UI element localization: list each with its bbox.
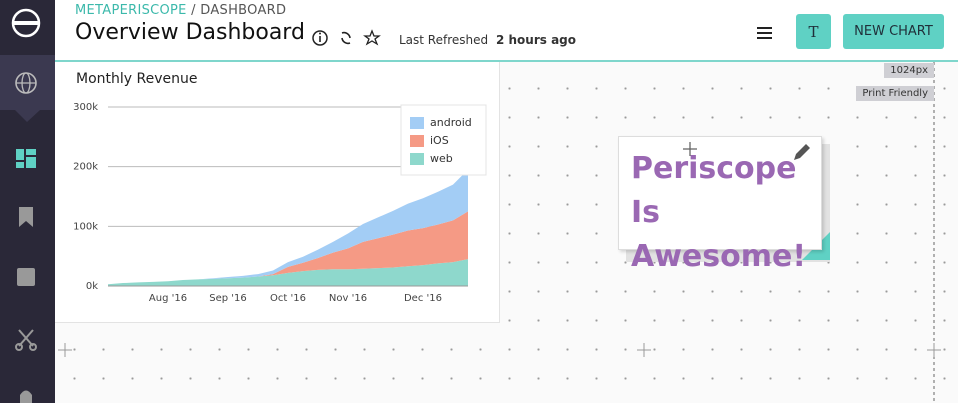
canvas-guides xyxy=(58,62,941,403)
nav-snippets[interactable] xyxy=(15,329,37,351)
move-handle[interactable] xyxy=(683,142,697,156)
new-chart-button[interactable]: NEW CHART xyxy=(843,14,944,49)
y-tick-label: 200k xyxy=(73,162,98,173)
info-icon[interactable] xyxy=(312,30,328,46)
refreshed-label: Last Refreshed xyxy=(399,33,489,47)
sidebar-icons xyxy=(0,8,55,404)
last-refreshed: Last Refreshed 2 hours ago xyxy=(399,33,576,47)
legend-swatch xyxy=(410,117,424,129)
title-icons xyxy=(312,29,381,46)
chart: Monthly Revenue 0k 100k 200k 300k Aug '16 Sep… xyxy=(73,71,487,304)
x-tick-label: Nov '16 xyxy=(329,293,367,304)
x-tick-label: Oct '16 xyxy=(270,293,306,304)
width-tag: 1024px xyxy=(884,63,934,78)
crosshairs xyxy=(58,343,941,357)
edit-icon[interactable] xyxy=(794,144,810,160)
breadcrumb: METAPERISCOPE / DASHBOARD xyxy=(75,3,286,18)
nav-arrow xyxy=(15,110,40,122)
area xyxy=(108,259,468,286)
nav-bookmarks[interactable] xyxy=(19,207,33,227)
x-tick-label: Dec '16 xyxy=(404,293,442,304)
chart-title: Monthly Revenue xyxy=(76,71,197,87)
text-widget[interactable]: Periscope Is Awesome! xyxy=(618,136,822,274)
y-tick-label: 300k xyxy=(73,102,98,113)
print-friendly-tag[interactable]: Print Friendly xyxy=(856,86,934,101)
sidebar xyxy=(0,0,55,403)
legend-label: web xyxy=(430,152,453,165)
y-tick-label: 0k xyxy=(86,281,98,292)
dashboard-title: Overview Dashboard xyxy=(75,20,305,45)
nav-dashboards[interactable] xyxy=(16,149,36,168)
x-tick-label: Aug '16 xyxy=(149,293,187,304)
area xyxy=(108,211,468,285)
legend: android iOS web xyxy=(400,104,487,176)
menu-icon[interactable] xyxy=(757,26,773,40)
info-icon-dot xyxy=(319,32,321,35)
y-tick-label: 100k xyxy=(73,221,98,232)
legend-swatch xyxy=(410,153,424,165)
legend-label: iOS xyxy=(430,134,449,147)
nav-sql[interactable] xyxy=(17,268,35,286)
breadcrumb-org[interactable]: METAPERISCOPE xyxy=(75,3,187,18)
header: METAPERISCOPE / DASHBOARD Overview Dashb… xyxy=(55,0,958,62)
legend-swatch xyxy=(410,135,424,147)
legend-label: android xyxy=(430,116,472,129)
x-tick-label: Sep '16 xyxy=(209,293,247,304)
widget-tools xyxy=(683,142,810,160)
chart-panel[interactable]: Monthly Revenue 0k 100k 200k 300k Aug '16 Sep… xyxy=(55,62,500,323)
nav-alerts[interactable] xyxy=(20,390,32,404)
area xyxy=(108,169,468,285)
user-button[interactable]: T xyxy=(796,14,831,49)
favorite-icon[interactable] xyxy=(363,29,381,46)
refreshed-value: 2 hours ago xyxy=(495,33,576,47)
breadcrumb-section: / DASHBOARD xyxy=(191,3,287,18)
text-widget-text: Periscope Is Awesome! xyxy=(631,151,807,274)
logo-bar xyxy=(13,21,39,25)
refresh-icon[interactable] xyxy=(341,31,351,45)
